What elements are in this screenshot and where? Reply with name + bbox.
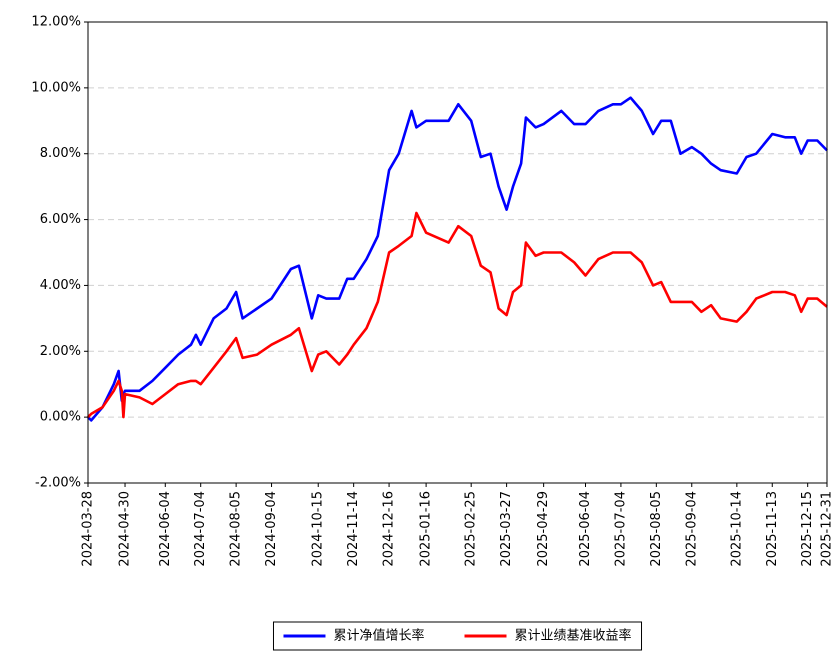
x-tick-label: 2024-10-15 (311, 491, 326, 567)
x-tick-label: 2025-03-27 (499, 491, 514, 567)
x-tick-label: 2024-08-05 (229, 491, 244, 567)
x-tick-label: 2025-12-15 (800, 491, 815, 567)
legend-label: 累计净值增长率 (333, 628, 424, 644)
series-line (87, 96, 828, 422)
x-tick-label: 2025-01-16 (419, 491, 434, 567)
x-tick-label: 2025-04-29 (536, 491, 551, 567)
legend-box (272, 621, 643, 651)
series-line (87, 211, 828, 419)
x-tick-label: 2024-09-04 (264, 491, 279, 567)
y-tick-label: 6.00% (40, 212, 81, 227)
plot-frame (87, 21, 828, 484)
x-tick-label: 2025-08-05 (649, 491, 664, 567)
x-tick-label: 2025-11-13 (765, 491, 780, 567)
x-tick-label: 2024-11-14 (346, 491, 361, 567)
x-tick-label: 2025-07-04 (613, 491, 628, 567)
y-tick-label: -2.00% (35, 476, 81, 491)
legend-label: 累计业绩基准收益率 (515, 628, 632, 644)
x-tick-label: 2025-06-04 (578, 491, 593, 567)
legend: 累计净值增长率 累计业绩基准收益率 (272, 621, 643, 651)
x-tick-label: 2025-09-04 (684, 491, 699, 567)
y-tick-label: 10.00% (31, 80, 81, 95)
y-tick-label: 8.00% (40, 146, 81, 161)
x-tick-label: 2024-06-04 (158, 491, 173, 567)
y-tick-label: 2.00% (40, 344, 81, 359)
y-tick-label: 4.00% (40, 278, 81, 293)
x-tick-label: 2025-02-25 (464, 491, 479, 567)
x-tick-label: 2024-03-28 (81, 491, 96, 567)
x-tick-label: 2024-04-30 (118, 491, 133, 567)
x-tick-label: 2024-12-16 (382, 491, 397, 567)
x-tick-label: 2024-07-04 (193, 491, 208, 567)
y-tick-label: 12.00% (31, 15, 81, 30)
x-tick-label: 2025-10-14 (729, 491, 744, 567)
x-tick-label: 2025-12-31 (820, 491, 835, 567)
y-tick-label: 0.00% (40, 410, 81, 425)
